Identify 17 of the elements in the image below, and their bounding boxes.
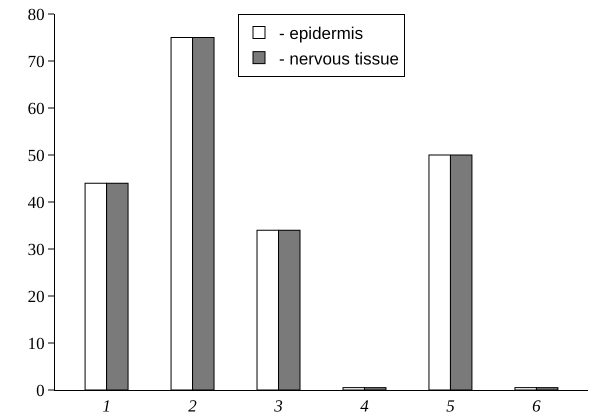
y-tick-label: 0 [36,380,45,400]
y-tick-label: 80 [28,4,45,24]
x-tick-label: 1 [102,396,111,416]
y-tick-label: 70 [28,52,45,71]
y-tick-label: 20 [28,286,45,306]
legend-label: - epidermis [279,24,364,44]
x-tick-label: 5 [446,396,455,416]
y-tick-label: 30 [28,240,45,259]
y-tick-label: 40 [28,192,45,212]
x-tick-label: 6 [532,396,542,416]
x-tick-label: 4 [360,396,370,416]
x-tick-label: 2 [188,396,198,416]
x-tick-label: 3 [273,396,283,416]
y-tick-label: 60 [28,98,45,118]
y-tick-label: 10 [28,334,45,353]
legend-label: - nervous tissue [279,49,399,68]
y-tick-label: 50 [28,146,45,165]
